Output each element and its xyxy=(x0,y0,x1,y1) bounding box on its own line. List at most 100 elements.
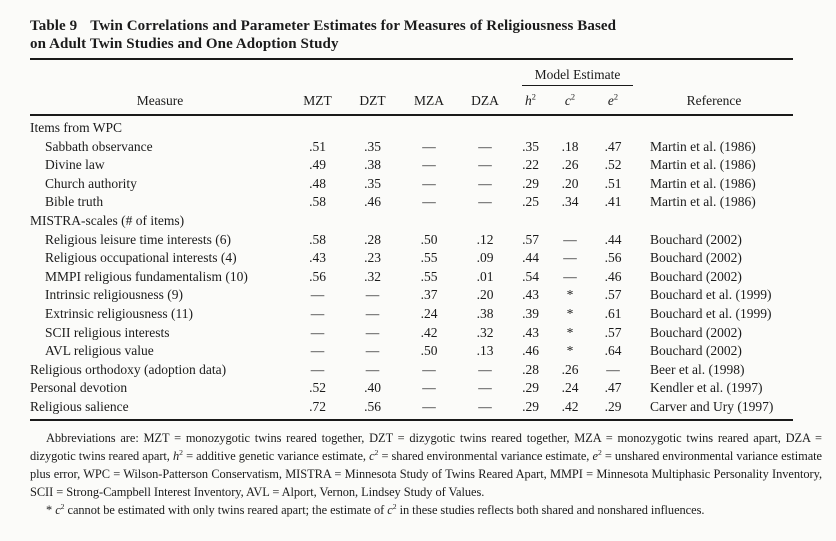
value-cell-dza: .32 xyxy=(476,324,494,340)
reference-cell: Martin et al. (1986) xyxy=(650,175,756,191)
table-row: Religious leisure time interests (6) .58.… xyxy=(30,231,793,250)
measure-cell: Extrinsic religiousness (11) xyxy=(45,305,193,321)
value-cell-mza: — xyxy=(422,138,436,154)
value-cell-e2: .41 xyxy=(604,194,622,210)
value-cell-h2: .29 xyxy=(522,380,539,396)
table-row: Religious occupational interests (4) .43.… xyxy=(30,249,793,268)
value-cell-c2: * xyxy=(566,324,574,340)
value-cell-dzt: .38 xyxy=(364,157,381,173)
value-cell-c2: .42 xyxy=(561,398,579,414)
value-cell-mza: — xyxy=(422,175,436,191)
value-cell-dzt: — xyxy=(365,361,380,377)
value-cell-e2: .57 xyxy=(604,324,622,340)
value-cell-e2: .52 xyxy=(604,157,622,173)
h2-symbol: h xyxy=(525,93,532,108)
value-cell-e2: .47 xyxy=(604,380,622,396)
value-cell-dzt: — xyxy=(365,343,380,359)
measure-cell: Sabbath observance xyxy=(45,138,153,154)
value-cell-mzt: .58 xyxy=(309,231,326,247)
col-header-mzt: MZT xyxy=(303,93,332,108)
math-exponent: 2 xyxy=(179,447,183,457)
value-cell-dza: .09 xyxy=(476,250,494,266)
table-header: Model Estimate Measure MZT DZT MZA DZA h… xyxy=(30,58,793,116)
reference-cell: Carver and Ury (1997) xyxy=(650,398,774,414)
measure-cell: MMPI religious fundamentalism (10) xyxy=(45,268,248,284)
asterisk-note: * c2 cannot be estimated with only twins… xyxy=(46,501,705,517)
value-cell-mzt xyxy=(290,119,345,138)
value-cell-c2: .24 xyxy=(561,380,579,396)
value-cell-h2: .28 xyxy=(522,361,539,377)
col-header-mza: MZA xyxy=(414,93,444,108)
measure-cell: Church authority xyxy=(45,175,137,191)
col-header-e2: e2 xyxy=(591,93,635,114)
e2-exponent: 2 xyxy=(613,92,619,102)
value-cell-mzt: .58 xyxy=(309,194,326,210)
value-cell-mza: — xyxy=(422,157,436,173)
value-cell-dzt: .35 xyxy=(364,175,381,191)
table-row: MMPI religious fundamentalism (10) .56 .32… xyxy=(30,268,793,287)
value-cell-h2 xyxy=(512,119,549,138)
table-row: Personal devotion .52 .40 — — .29 .24 .47 Kendle… xyxy=(30,379,793,398)
reference-cell: Bouchard et al. (1999) xyxy=(650,287,772,303)
value-cell-e2: .61 xyxy=(604,305,622,321)
table-row: Church authority .48 .35 — — .29 .20 .51 Martin … xyxy=(30,175,793,194)
value-cell-dzt: — xyxy=(365,324,380,340)
value-cell-dzt xyxy=(345,119,400,138)
table-row: Sabbath observance .51 .35 — — .35 .18 .47 Marti… xyxy=(30,138,793,157)
value-cell-mzt: .48 xyxy=(309,175,326,191)
value-cell-h2: .54 xyxy=(522,268,539,284)
value-cell-h2: .25 xyxy=(522,194,539,210)
math-exponent: 2 xyxy=(60,501,65,511)
value-cell-c2: — xyxy=(563,250,577,266)
value-cell-mza: .42 xyxy=(420,324,438,340)
value-cell-mza: .55 xyxy=(420,250,438,266)
value-cell-e2: — xyxy=(606,361,620,377)
table-number: Table 9 xyxy=(30,18,78,34)
value-cell-mza xyxy=(400,212,458,231)
table-row: Intrinsic religiousness (9) — — .37 .20 .43 *.… xyxy=(30,286,793,305)
value-cell-mzt: .51 xyxy=(309,138,326,154)
value-cell-h2: .46 xyxy=(522,343,539,359)
measure-cell: Intrinsic religiousness (9) xyxy=(45,287,183,303)
math-variable: c xyxy=(55,503,61,517)
value-cell-e2: .29 xyxy=(604,398,622,414)
e2-symbol: e xyxy=(607,93,614,108)
reference-cell: Martin et al. (1986) xyxy=(650,194,756,210)
value-cell-dza: — xyxy=(478,157,492,173)
value-cell-mzt: .56 xyxy=(309,268,326,284)
table-notes: Abbreviations are: MZT = monozygotic twi… xyxy=(30,429,822,519)
value-cell-mza xyxy=(400,119,458,138)
value-cell-dzt: — xyxy=(365,287,380,303)
value-cell-dza: — xyxy=(478,175,492,191)
measure-cell: Religious salience xyxy=(30,398,129,414)
value-cell-c2: .20 xyxy=(561,175,579,191)
value-cell-mza: — xyxy=(422,194,436,210)
value-cell-dza: — xyxy=(478,194,492,210)
value-cell-mzt: — xyxy=(310,287,325,303)
value-cell-e2: .64 xyxy=(604,343,622,359)
value-cell-h2: .57 xyxy=(522,231,539,247)
value-cell-h2: .43 xyxy=(522,324,539,340)
value-cell-mza: .37 xyxy=(420,287,438,303)
col-header-measure: Measure xyxy=(136,93,184,108)
value-cell-dza xyxy=(458,119,512,138)
value-cell-mza: — xyxy=(422,361,436,377)
measure-cell: MISTRA-scales (# of items) xyxy=(30,212,185,228)
reference-cell: Martin et al. (1986) xyxy=(650,157,756,173)
measure-cell: Personal devotion xyxy=(30,380,128,396)
c2-exponent: 2 xyxy=(570,92,576,102)
value-cell-mza: .24 xyxy=(420,305,438,321)
reference-cell xyxy=(635,119,793,138)
value-cell-mza: — xyxy=(422,398,436,414)
measure-cell: Bible truth xyxy=(45,194,104,210)
math-variable: e xyxy=(592,449,598,463)
value-cell-h2: .39 xyxy=(522,305,539,321)
value-cell-dza: .12 xyxy=(476,231,494,247)
reference-cell: Kendler et al. (1997) xyxy=(650,380,763,396)
value-cell-e2: .57 xyxy=(604,287,622,303)
value-cell-c2 xyxy=(549,119,591,138)
value-cell-dza: .01 xyxy=(476,268,494,284)
col-header-dzt: DZT xyxy=(359,93,386,108)
reference-cell: Bouchard (2002) xyxy=(650,231,742,247)
